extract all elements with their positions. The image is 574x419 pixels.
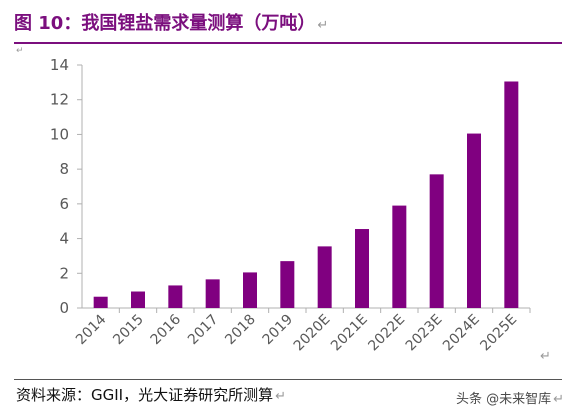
paragraph-mark-icon: ↵ (317, 18, 329, 33)
x-tick-label: 2017 (185, 312, 222, 349)
x-tick-label: 2015 (110, 312, 147, 349)
y-tick-label: 14 (50, 56, 69, 74)
bar (355, 229, 369, 308)
bar (392, 205, 407, 308)
y-tick-label: 0 (59, 299, 69, 317)
x-tick-label: 2018 (222, 312, 259, 349)
bar (429, 174, 444, 308)
bars (93, 81, 519, 308)
x-axis: 2014 2015 2016 2017 2018 20192020E2021E2022E2… (73, 307, 531, 355)
watermark: 头条 @未来智库 ↵ (456, 388, 564, 407)
y-axis: 0 2 4 6 8 10 12 14 (50, 56, 83, 317)
bar (93, 296, 108, 308)
x-tick-label: 2025E (477, 312, 520, 355)
bar (168, 285, 183, 308)
y-tick-label: 4 (59, 230, 69, 248)
bar (205, 279, 220, 308)
paragraph-mark-icon: ↵ (553, 392, 564, 407)
x-tick-label: 2022E (365, 312, 408, 355)
bar (243, 272, 257, 308)
x-tick-label: 2023E (403, 312, 446, 355)
x-tick-label: 2014 (73, 311, 110, 348)
bar-chart: 0 2 4 6 8 10 12 14 2014 2015 2016 2017 2018 20192020… (50, 56, 551, 364)
y-tick-label: 2 (59, 264, 69, 282)
x-tick-label: 2020E (291, 312, 334, 355)
paragraph-mark-icon: ↵ (540, 349, 551, 364)
source-note: 资料来源：GGII，光大证券研究所测算 ↵ (16, 384, 286, 405)
y-tick-label: 8 (59, 160, 69, 178)
title-divider (14, 42, 562, 44)
source-text: 资料来源：GGII，光大证券研究所测算 (16, 386, 274, 404)
figure-title: 图 10：我国锂盐需求量测算（万吨） ↵ (14, 9, 328, 35)
bar (317, 246, 332, 308)
figure-title-text: 图 10：我国锂盐需求量测算（万吨） (14, 13, 316, 34)
paragraph-mark-icon: ↵ (275, 389, 287, 404)
paragraph-mark-icon: ↵ (16, 46, 24, 56)
y-tick-label: 12 (50, 91, 69, 109)
watermark-text: 头条 @未来智库 (455, 392, 552, 407)
x-tick-label: 2016 (148, 311, 185, 348)
source-divider (14, 379, 562, 380)
bar (504, 81, 519, 308)
bar (467, 133, 481, 308)
x-tick-label: 2021E (328, 312, 371, 355)
y-tick-label: 10 (50, 125, 69, 143)
y-tick-label: 6 (59, 195, 69, 213)
bar (131, 291, 145, 308)
bar (280, 261, 295, 308)
x-tick-label: 2024E (440, 312, 483, 355)
